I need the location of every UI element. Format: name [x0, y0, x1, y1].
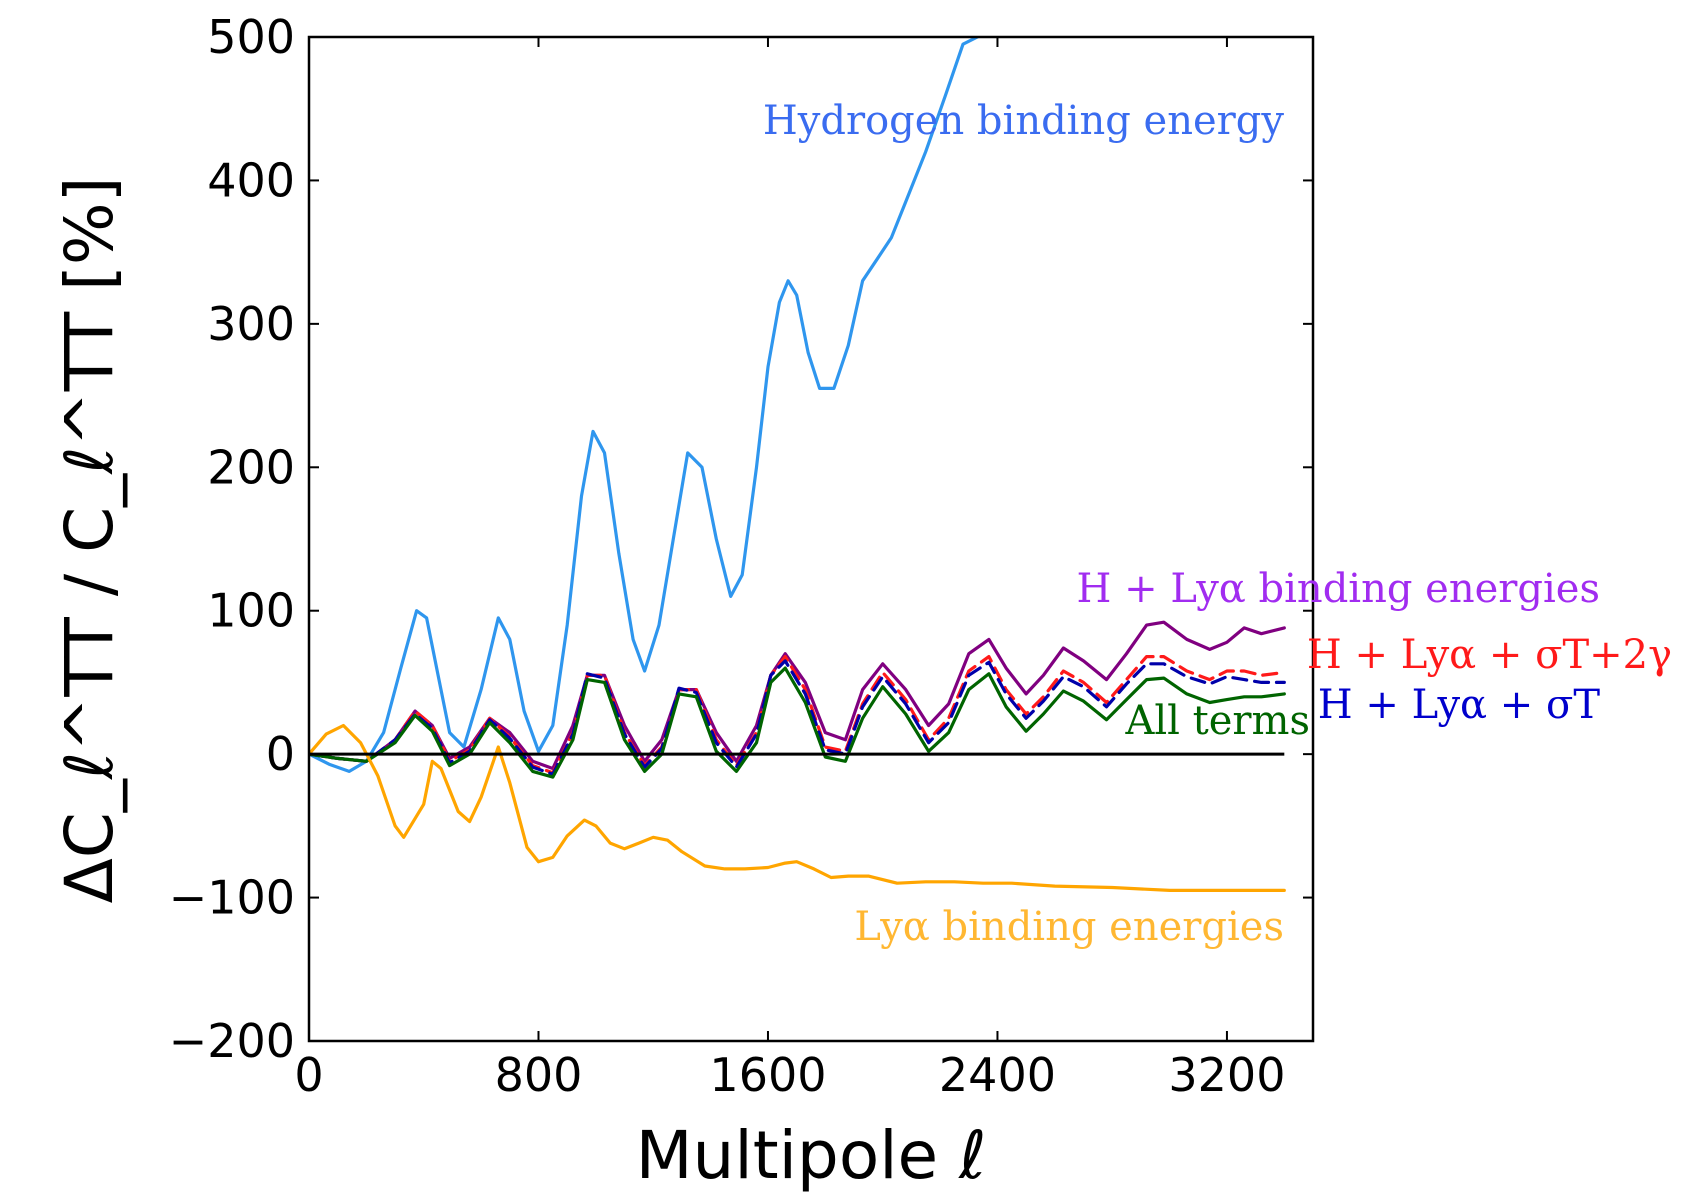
y-tick-label: 0: [266, 727, 295, 781]
x-tick-label: 3200: [1168, 1048, 1285, 1102]
y-tick-label: −200: [169, 1014, 295, 1068]
x-tick-label: 800: [495, 1048, 583, 1102]
series-label-all-terms: All terms: [1124, 698, 1310, 744]
y-tick-label: 500: [207, 10, 295, 64]
y-tick-label: 100: [207, 584, 295, 638]
series-label-h-ly-binding-energies: H + Lyα binding energies: [1077, 566, 1600, 612]
x-tick-label: 0: [294, 1048, 323, 1102]
x-tick-label: 2400: [939, 1048, 1056, 1102]
series-label-layer: Hydrogen binding energy H + Lyα binding e…: [763, 98, 1672, 950]
x-axis-title: Multipole ℓ: [636, 1117, 987, 1194]
series-label-h-ly-t: H + Lyα + σT: [1318, 682, 1601, 728]
series-line-hydrogen-binding-energy: [309, 37, 980, 774]
tick-layer: 0 800 1600 2400 3200 −200 −100 0 100 200 300 400 500: [169, 10, 1313, 1102]
series-label-ly-binding-energies: Lyα binding energies: [854, 904, 1284, 950]
series-line-all-terms: [309, 666, 1286, 779]
y-tick-label: 400: [207, 153, 295, 207]
y-tick-label: 200: [207, 440, 295, 494]
series-label-h-ly-t-2: H + Lyα + σT+2γ: [1307, 632, 1672, 678]
y-tick-label: 300: [207, 297, 295, 351]
series-line-ly-binding-energies: [309, 723, 1286, 893]
x-tick-label: 1600: [709, 1048, 826, 1102]
series-line-h-ly-binding-energies: [309, 620, 1286, 771]
y-axis-title: ΔC_ℓ^TT / C_ℓ^TT [%]: [51, 177, 128, 904]
series-line-h-ly-t: [309, 659, 1286, 776]
y-tick-label: −100: [169, 871, 295, 925]
plot-frame: [307, 35, 1315, 1043]
series-label-hydrogen-binding-energy: Hydrogen binding energy: [763, 98, 1285, 144]
series-layer: [309, 37, 1286, 893]
